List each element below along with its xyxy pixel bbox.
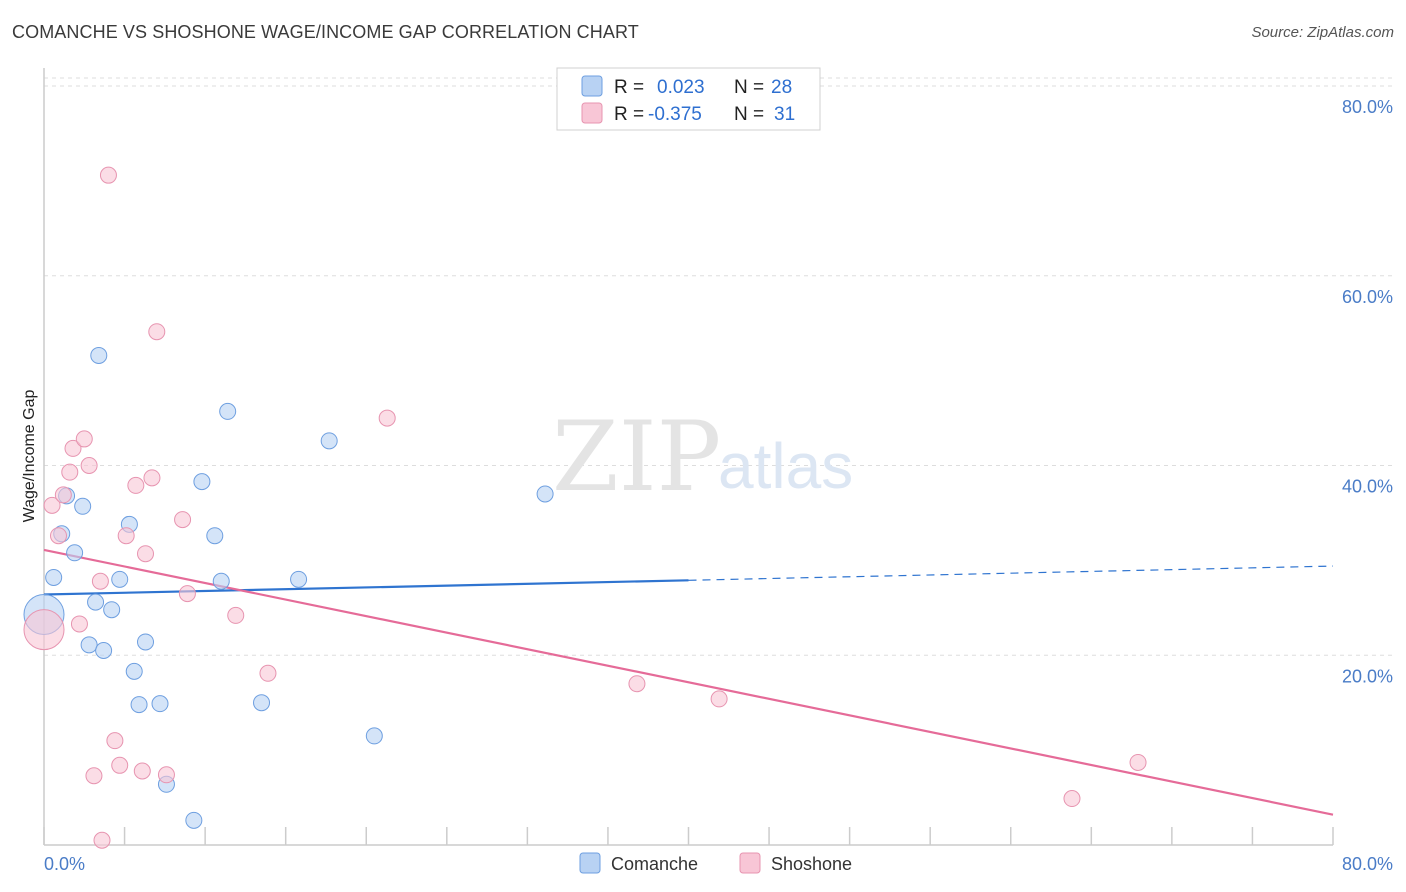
shoshone-point-8 xyxy=(80,457,98,474)
shoshone-point-6 xyxy=(70,615,88,633)
comanche-point-23 xyxy=(253,694,271,712)
comanche-point-6 xyxy=(80,636,98,654)
shoshone-trend-line xyxy=(43,548,1334,816)
watermark-atlas: atlas xyxy=(718,430,853,502)
stats-swatch-comanche xyxy=(581,75,603,97)
stats-r-value-comanche: 0.023 xyxy=(657,77,705,98)
watermark-zip: ZIP xyxy=(552,401,721,513)
shoshone-point-5 xyxy=(64,439,82,457)
shoshone-point-28 xyxy=(710,690,728,708)
shoshone-point-17 xyxy=(137,545,155,563)
shoshone-point-13 xyxy=(111,756,129,774)
y-tick-label-3: 80.0% xyxy=(1342,97,1393,117)
comanche-point-13 xyxy=(125,662,143,680)
comanche-point-27 xyxy=(536,485,554,503)
shoshone-point-27 xyxy=(628,675,646,693)
stats-n-label-shoshone: N = xyxy=(734,104,764,125)
legend-swatch-comanche xyxy=(579,852,601,874)
shoshone-point-1 xyxy=(43,496,61,514)
shoshone-point-29 xyxy=(1063,790,1081,808)
stats-n-value-shoshone: 31 xyxy=(774,104,795,125)
comanche-point-19 xyxy=(193,473,211,491)
comanche-point-16 xyxy=(151,695,169,713)
shoshone-point-25 xyxy=(99,166,117,184)
shoshone-point-9 xyxy=(85,767,103,785)
comanche-trend-line xyxy=(43,579,689,596)
comanche-trend-extension xyxy=(688,565,1334,581)
legend-label-comanche: Comanche xyxy=(611,854,698,874)
comanche-point-11 xyxy=(111,570,129,588)
comanche-point-14 xyxy=(130,696,148,714)
y-axis-label: Wage/Income Gap xyxy=(21,390,38,523)
shoshone-point-4 xyxy=(61,463,79,481)
stats-box: R = 0.023 N = 28 R = -0.375 N = 31 xyxy=(556,67,821,131)
comanche-point-25 xyxy=(320,432,338,450)
shoshone-point-12 xyxy=(106,732,124,750)
stats-r-label-shoshone: R = xyxy=(614,104,644,125)
legend-swatch-shoshone xyxy=(739,852,761,874)
shoshone-point-20 xyxy=(157,766,175,784)
comanche-point-21 xyxy=(212,572,230,590)
legend: Comanche Shoshone xyxy=(579,852,852,874)
comanche-point-18 xyxy=(185,811,203,829)
comanche-point-7 xyxy=(87,593,105,611)
y-tick-labels: 20.0% 40.0% 60.0% 80.0% xyxy=(1342,97,1393,686)
shoshone-point-26 xyxy=(378,409,396,427)
stats-r-label-comanche: R = xyxy=(614,77,644,98)
comanche-point-10 xyxy=(103,601,121,619)
comanche-point-5 xyxy=(74,497,92,515)
shoshone-point-0 xyxy=(23,609,65,651)
shoshone-point-24 xyxy=(259,664,277,682)
gridlines xyxy=(44,77,1393,656)
shoshone-point-10 xyxy=(91,572,109,590)
comanche-point-15 xyxy=(137,633,155,651)
stats-n-label-comanche: N = xyxy=(734,77,764,98)
shoshone-point-18 xyxy=(143,469,161,487)
stats-swatch-shoshone xyxy=(581,102,603,124)
shoshone-point-14 xyxy=(117,527,135,545)
chart-title: COMANCHE VS SHOSHONE WAGE/INCOME GAP COR… xyxy=(12,22,639,42)
comanche-point-4 xyxy=(66,544,84,562)
comanche-point-22 xyxy=(219,402,237,420)
stats-r-value-shoshone: -0.375 xyxy=(648,104,702,125)
shoshone-point-3 xyxy=(54,486,72,504)
shoshone-point-19 xyxy=(148,323,166,341)
comanche-point-9 xyxy=(95,642,113,660)
shoshone-point-7 xyxy=(75,430,93,448)
source-note: Source: ZipAtlas.com xyxy=(1251,24,1394,41)
y-tick-label-1: 40.0% xyxy=(1342,477,1393,497)
watermark: ZIP atlas xyxy=(552,401,853,513)
legend-label-shoshone: Shoshone xyxy=(771,854,852,874)
shoshone-point-2 xyxy=(50,527,68,545)
x-tick-marks xyxy=(43,827,1334,845)
y-tick-label-0: 20.0% xyxy=(1342,666,1393,686)
comanche-point-1 xyxy=(45,568,63,586)
trend-lines xyxy=(43,548,1334,816)
x-tick-label-0: 0.0% xyxy=(44,854,85,874)
comanche-point-8 xyxy=(90,346,108,364)
shoshone-point-23 xyxy=(227,606,245,624)
stats-n-value-comanche: 28 xyxy=(771,77,792,98)
shoshone-point-30 xyxy=(1129,753,1147,771)
y-tick-label-2: 60.0% xyxy=(1342,287,1393,307)
shoshone-point-22 xyxy=(178,585,196,603)
comanche-point-20 xyxy=(206,527,224,545)
shoshone-point-21 xyxy=(174,511,192,529)
data-points xyxy=(23,166,1147,849)
x-tick-labels: 0.0% 80.0% xyxy=(44,854,1393,874)
comanche-point-26 xyxy=(365,727,383,745)
shoshone-point-16 xyxy=(133,762,151,780)
x-tick-label-1: 80.0% xyxy=(1342,854,1393,874)
comanche-point-24 xyxy=(290,570,308,588)
shoshone-point-15 xyxy=(127,476,145,494)
shoshone-point-11 xyxy=(93,831,111,849)
